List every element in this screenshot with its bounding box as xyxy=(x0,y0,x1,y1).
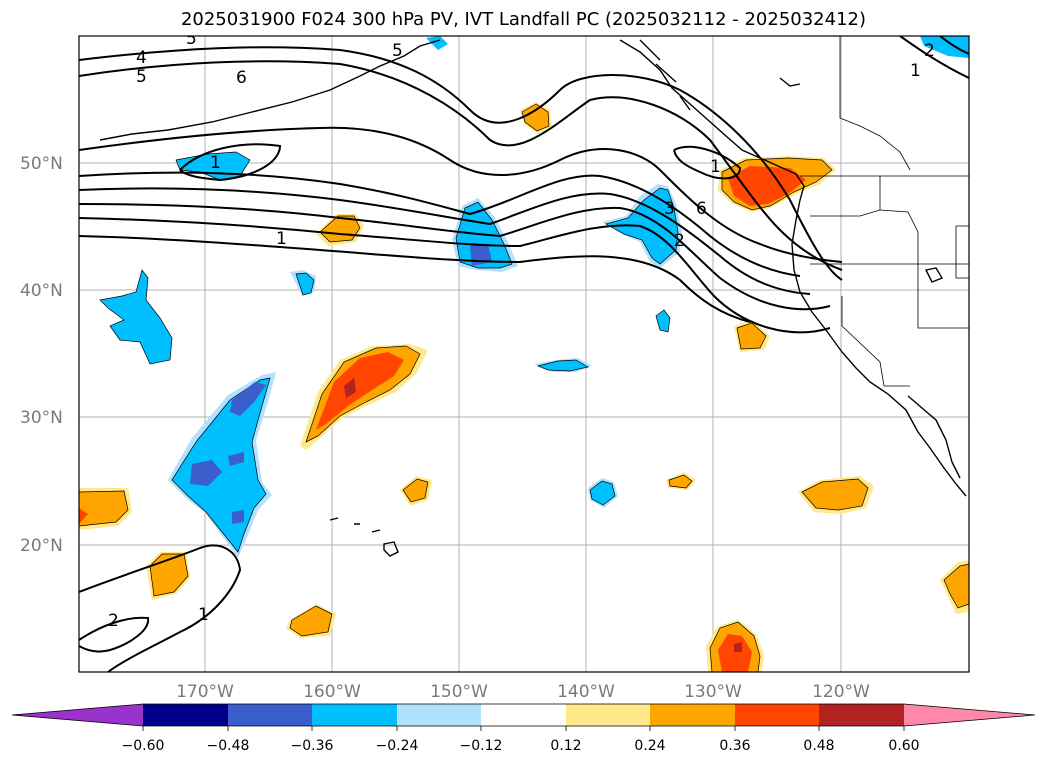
colorbar-bin xyxy=(819,704,904,726)
boundaries xyxy=(800,36,969,387)
contour-label: 1 xyxy=(910,61,921,81)
colorbar-bin xyxy=(481,704,566,726)
contour-label: 2 xyxy=(108,611,119,631)
contour-label: 1 xyxy=(198,605,209,625)
pv-contours xyxy=(79,36,969,672)
contour-label: 5 xyxy=(392,41,403,61)
coastlines xyxy=(99,39,967,557)
colorbar-bin xyxy=(228,704,312,726)
lon-label-140w: 140°W xyxy=(557,682,615,702)
colorbar-extend-high xyxy=(904,704,1035,726)
colorbar-tick-label: −0.24 xyxy=(376,738,419,754)
contour-label: 5 xyxy=(136,67,147,87)
contour-label: 6 xyxy=(236,68,247,88)
colorbar-bin xyxy=(143,704,228,726)
lon-label-160w: 160°W xyxy=(303,682,361,702)
contour-label: 2 xyxy=(674,231,685,251)
colorbar-tick-label: 0.48 xyxy=(803,738,834,754)
contour-label: 5 xyxy=(186,29,197,49)
contour-label: 1 xyxy=(710,157,721,177)
map-frame xyxy=(78,35,970,673)
lat-label-20n: 20°N xyxy=(20,536,63,556)
colorbar-bin xyxy=(735,704,819,726)
colorbar-tick-label: 0.12 xyxy=(550,738,581,754)
map-title: 2025031900 F024 300 hPa PV, IVT Landfall… xyxy=(180,9,867,30)
contour-label: 6 xyxy=(696,199,707,219)
lon-label-130w: 130°W xyxy=(684,682,742,702)
contour-labels: 5 4 5 6 1 1 5 3 6 2 1 2 1 2 1 xyxy=(108,29,935,631)
colorbar-tick-label: 0.60 xyxy=(888,738,919,754)
colorbar-tick-label: −0.48 xyxy=(207,738,250,754)
lat-label-40n: 40°N xyxy=(20,281,63,301)
longitude-labels: 170°W 160°W 150°W 140°W 130°W 120°W xyxy=(176,682,870,702)
lat-label-50n: 50°N xyxy=(20,154,63,174)
colorbar-tick-label: 0.24 xyxy=(634,738,665,754)
map-area: 5 4 5 6 1 1 5 3 6 2 1 2 1 2 1 xyxy=(79,29,969,672)
colorbar-extend-low xyxy=(12,704,143,726)
contour-label: 3 xyxy=(664,199,675,219)
contour-label: 2 xyxy=(924,41,935,61)
colorbar-bin xyxy=(566,704,650,726)
colorbar-bin xyxy=(312,704,397,726)
colorbar-tick-label: −0.12 xyxy=(460,738,503,754)
lat-label-30n: 30°N xyxy=(20,408,63,428)
colorbar-bin xyxy=(397,704,481,726)
contour-label: 1 xyxy=(276,229,287,249)
colorbar-tick-label: 0.36 xyxy=(719,738,750,754)
lon-label-120w: 120°W xyxy=(812,682,870,702)
latitude-labels: 50°N 40°N 30°N 20°N xyxy=(20,154,63,556)
colorbar-tick-label: −0.60 xyxy=(122,738,165,754)
positive-anomaly-fills xyxy=(79,102,969,672)
colorbar-tick-label: −0.36 xyxy=(291,738,334,754)
contour-label: 4 xyxy=(136,48,147,68)
lon-label-170w: 170°W xyxy=(176,682,234,702)
contour-label: 1 xyxy=(210,153,221,173)
colorbar-bin xyxy=(650,704,735,726)
colorbar: −0.60 −0.48 −0.36 −0.24 −0.12 0.12 0.24 … xyxy=(11,703,1036,754)
lon-label-150w: 150°W xyxy=(430,682,488,702)
